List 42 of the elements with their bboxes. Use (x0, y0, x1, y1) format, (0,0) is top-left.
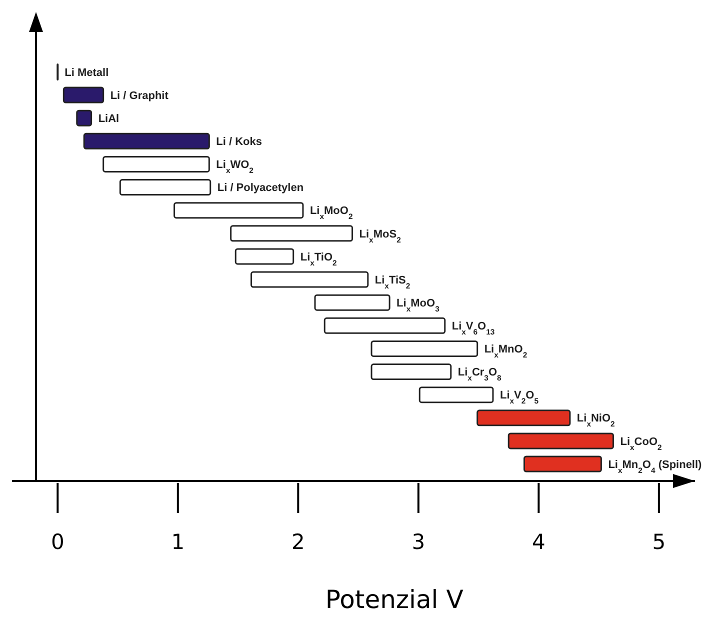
bar (476, 410, 571, 426)
x-tick-label: 3 (412, 530, 426, 554)
bar (324, 317, 446, 334)
bar (508, 432, 614, 450)
bar (250, 271, 369, 288)
bar (234, 248, 294, 265)
x-tick-label: 5 (652, 530, 666, 554)
x-axis-title: Potenzial V (325, 585, 464, 614)
bar (523, 456, 602, 472)
x-tick-label: 2 (291, 530, 305, 554)
bar (174, 202, 304, 219)
y-tick-label: Li$_{x}$V$_{2}$O$_{5}$ (500, 390, 540, 406)
y-tick-label: Li$_{x}$NiO$_{2}$ (576, 412, 615, 428)
bar (314, 294, 390, 311)
x-tick-label: 1 (171, 530, 185, 554)
y-tick-label: Li$_{x}$TiS$_{2}$ (374, 274, 410, 290)
bar (119, 179, 212, 196)
x-tick-label: 0 (50, 530, 64, 554)
bar (62, 86, 104, 104)
y-tick-label: Li$_{x}$V$_{6}$O$_{13}$ (452, 320, 495, 336)
y-tick-label: Li$_{x}$MoS$_{2}$ (359, 228, 401, 244)
bar (370, 340, 478, 357)
bar (83, 132, 210, 150)
bar (102, 156, 210, 172)
y-tick-label: Li$_{x}$TiO$_{2}$ (300, 251, 337, 267)
y-tick-label: Li$_{x}$WO$_{2}$ (216, 159, 254, 175)
y-tick-label: Li / Graphit (110, 90, 169, 102)
y-tick-label: Li$_{x}$CoO$_{2}$ (620, 436, 662, 452)
x-tick-label: 4 (532, 530, 546, 554)
bar (370, 364, 452, 380)
y-tick-label: Li$_{x}$MoO$_{2}$ (310, 205, 353, 221)
y-tick-label: Li Metall (64, 66, 109, 79)
y-tick-label: LiAl (98, 112, 120, 125)
y-tick-label: Li$_{x}$Mn$_{2}$O$_{4}$ (Spinell) (608, 458, 702, 474)
bar (76, 110, 92, 126)
y-tick-label: Li$_{x}$MnO$_{2}$ (484, 344, 528, 360)
y-tick-label: Li$_{x}$Cr$_{3}$O$_{8}$ (458, 366, 502, 382)
y-tick-label: Li / Koks (216, 136, 262, 148)
bar (230, 225, 354, 242)
y-tick-label: Li / Polyacetylen (217, 182, 304, 194)
bar (418, 386, 494, 404)
y-tick-label: Li$_{x}$MoO$_{3}$ (396, 297, 440, 313)
